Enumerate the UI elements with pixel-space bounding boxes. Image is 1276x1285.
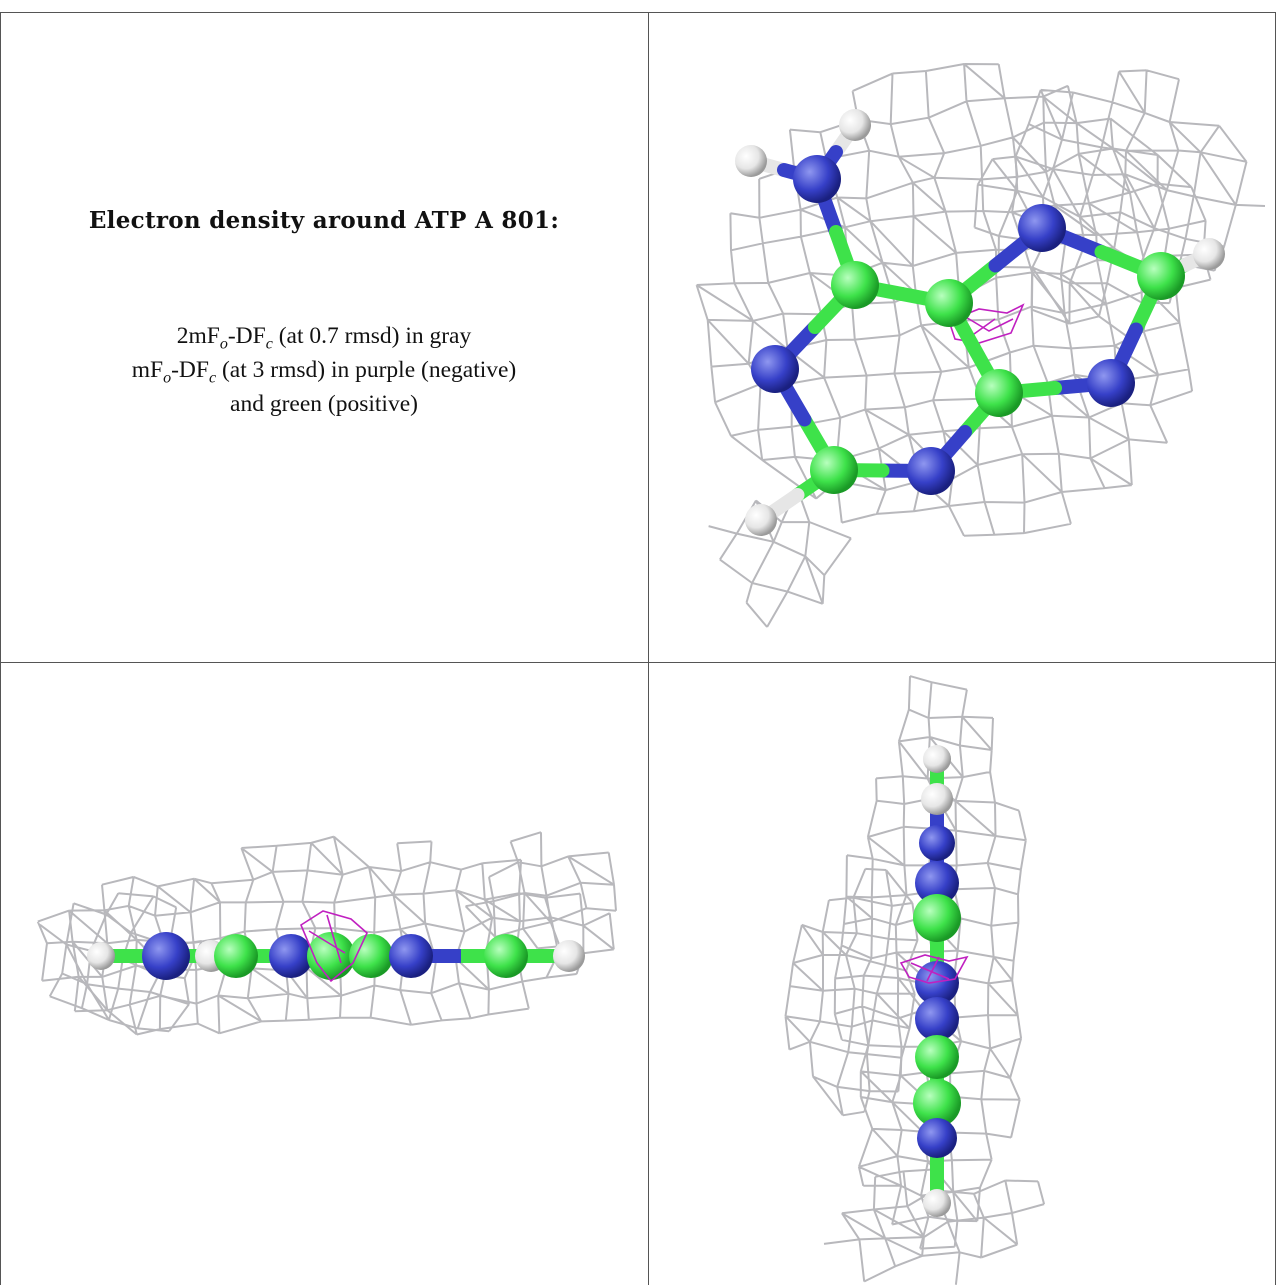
hydrogen-atom xyxy=(1193,238,1225,270)
map2-sub-o: o xyxy=(163,369,172,387)
adenine-molecule xyxy=(735,109,1225,536)
map2-suffix: (at 3 rmsd) in purple (negative) xyxy=(216,357,517,383)
map1-mid: -DF xyxy=(227,323,266,349)
carbon-atom xyxy=(214,934,258,978)
hydrogen-atom xyxy=(923,1189,951,1217)
nitrogen-atom xyxy=(1087,359,1135,407)
top-view xyxy=(695,63,1266,628)
carbon-atom xyxy=(913,1079,961,1127)
adenine-molecule-edge xyxy=(913,745,961,1217)
map1-suffix: (at 0.7 rmsd) in gray xyxy=(272,323,472,349)
hydrogen-atom xyxy=(745,504,777,536)
carbon-atom xyxy=(831,261,879,309)
nitrogen-atom xyxy=(389,934,433,978)
nitrogen-atom xyxy=(142,932,190,980)
grid-top-border xyxy=(0,12,1276,13)
grid-center-divider xyxy=(648,12,649,1285)
nitrogen-atom xyxy=(1018,204,1066,252)
map1-prefix: 2mF xyxy=(176,323,220,349)
gray-density-mesh xyxy=(784,675,1046,1285)
nitrogen-atom xyxy=(751,345,799,393)
edge-view xyxy=(784,675,1046,1285)
nitrogen-atom xyxy=(917,1118,957,1158)
map2-mid: -DF xyxy=(171,357,209,383)
caption-map1: 2mFo-DFc (at 0.7 rmsd) in gray xyxy=(0,323,648,354)
nitrogen-atom xyxy=(907,447,955,495)
nitrogen-atom xyxy=(793,155,841,203)
carbon-atom xyxy=(925,279,973,327)
hydrogen-atom xyxy=(921,783,953,815)
carbon-atom xyxy=(915,1035,959,1079)
hydrogen-atom xyxy=(87,942,115,970)
nitrogen-atom xyxy=(269,934,313,978)
carbon-atom xyxy=(349,934,393,978)
carbon-atom xyxy=(913,894,961,942)
hydrogen-atom xyxy=(839,109,871,141)
map1-sub-o: o xyxy=(219,335,228,353)
carbon-atom xyxy=(1137,252,1185,300)
gray-density-mesh xyxy=(695,63,1266,628)
map2-sub-c: c xyxy=(208,369,217,387)
caption-map2: mFo-DFc (at 3 rmsd) in purple (negative) xyxy=(0,357,648,388)
hydrogen-atom xyxy=(735,145,767,177)
carbon-atom xyxy=(810,446,858,494)
side-view xyxy=(36,831,617,1036)
hydrogen-atom xyxy=(923,745,951,773)
nitrogen-atom xyxy=(915,861,959,905)
nitrogen-atom xyxy=(915,997,959,1041)
adenine-molecule-side xyxy=(87,932,585,980)
hydrogen-atom xyxy=(553,940,585,972)
map1-sub-c: c xyxy=(265,335,273,353)
caption-panel: Electron density around ATP A 801: 2mFo-… xyxy=(0,0,648,662)
carbon-atom xyxy=(975,369,1023,417)
carbon-atom xyxy=(307,932,355,980)
nitrogen-atom xyxy=(919,825,955,861)
grid-left-border xyxy=(0,12,1,1285)
map2-prefix: mF xyxy=(131,357,164,383)
negative-density-mesh xyxy=(899,954,969,984)
caption-title: Electron density around ATP A 801: xyxy=(88,207,560,234)
grid-middle-divider xyxy=(0,662,1276,663)
nitrogen-atom xyxy=(915,961,959,1005)
carbon-atom xyxy=(484,934,528,978)
negative-density-mesh xyxy=(300,910,368,983)
caption-map2-cont: and green (positive) xyxy=(230,391,418,417)
